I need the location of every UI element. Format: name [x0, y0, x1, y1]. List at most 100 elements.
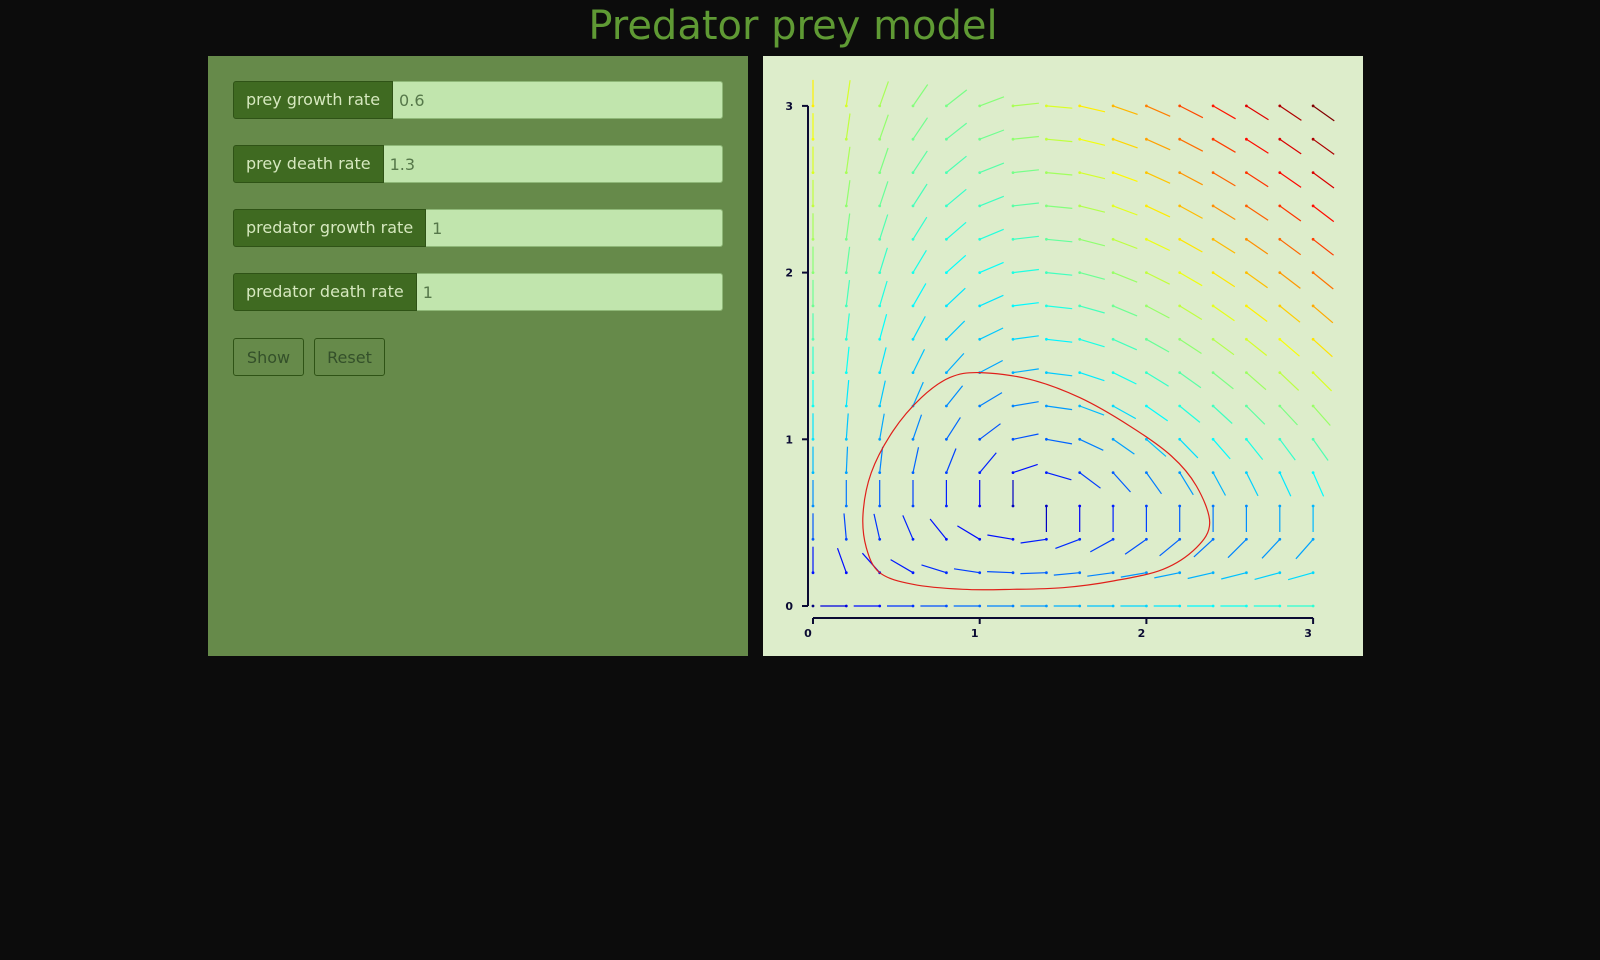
vector-arrow-head-12-11 — [1211, 237, 1215, 241]
vector-arrow-head-2-10 — [878, 271, 882, 274]
vector-arrow-head-4-3 — [945, 504, 948, 508]
vector-arrow-head-13-10 — [1245, 271, 1248, 274]
vector-arrow-head-3-1 — [911, 571, 915, 575]
vector-arrow-15-11 — [1312, 238, 1334, 256]
vector-arrow-7-10 — [1046, 272, 1073, 276]
vector-arrow-head-13-3 — [1245, 504, 1248, 508]
vector-arrow-head-2-12 — [878, 204, 882, 208]
vector-arrow-head-6-7 — [1011, 371, 1015, 374]
vector-arrow-3-2 — [902, 515, 914, 540]
vector-arrow-12-6 — [1212, 405, 1233, 424]
vector-arrow-head-10-14 — [1145, 137, 1148, 141]
vector-arrow-3-7 — [912, 349, 926, 373]
vector-arrow-head-2-15 — [878, 104, 882, 108]
vector-arrow-3-15 — [912, 84, 929, 107]
vector-arrow-head-1-12 — [844, 204, 848, 208]
vector-arrow-12-5 — [1212, 438, 1231, 460]
vector-arrow-8-14 — [1079, 138, 1106, 146]
vector-arrow-10-4 — [1145, 472, 1162, 495]
reset-button[interactable]: Reset — [314, 338, 385, 376]
vector-arrow-12-7 — [1212, 372, 1234, 390]
show-button[interactable]: Show — [233, 338, 304, 376]
vector-arrow-head-3-10 — [911, 271, 915, 274]
vector-arrow-head-7-8 — [1045, 337, 1048, 341]
vector-arrow-head-11-5 — [1178, 437, 1182, 441]
vector-arrow-12-10 — [1212, 272, 1236, 288]
vector-arrow-3-1 — [890, 559, 914, 574]
x-tick-label-0: 0 — [804, 627, 812, 640]
vector-arrow-9-2 — [1090, 538, 1114, 553]
vector-arrow-head-15-1 — [1311, 571, 1315, 575]
vector-arrow-head-1-13 — [844, 171, 848, 174]
vector-arrow-head-5-0 — [978, 604, 982, 608]
vector-arrow-head-6-3 — [1011, 504, 1015, 508]
vector-arrow-14-1 — [1254, 572, 1280, 580]
vector-arrow-15-5 — [1312, 438, 1329, 461]
vector-arrow-11-11 — [1179, 238, 1203, 253]
vector-arrow-head-9-9 — [1111, 304, 1115, 308]
vector-arrow-14-9 — [1279, 305, 1301, 323]
vector-arrow-head-14-2 — [1278, 537, 1282, 541]
vector-arrow-3-14 — [912, 117, 928, 140]
vector-arrow-10-8 — [1146, 338, 1170, 353]
vector-arrow-15-4 — [1312, 472, 1325, 497]
vector-arrow-1-1 — [836, 547, 847, 573]
vector-arrow-head-12-10 — [1211, 271, 1215, 274]
vector-field — [811, 79, 1335, 608]
vector-arrow-head-3-5 — [911, 437, 915, 441]
vector-arrow-8-2 — [1055, 538, 1080, 549]
vector-arrow-13-7 — [1246, 372, 1267, 391]
vector-arrow-head-7-14 — [1045, 137, 1048, 141]
x-axis: 0 1 2 3 — [804, 618, 1315, 640]
vector-arrow-head-6-12 — [1011, 204, 1015, 208]
vector-arrow-head-2-8 — [878, 337, 882, 341]
vector-arrow-head-4-13 — [945, 171, 948, 174]
vector-arrow-head-9-7 — [1111, 371, 1115, 374]
prey-growth-rate-input[interactable] — [393, 81, 723, 119]
vector-arrow-7-5 — [1046, 438, 1073, 445]
vector-arrow-head-1-0 — [844, 604, 848, 608]
vector-arrow-head-2-7 — [878, 371, 882, 374]
vector-arrow-head-2-3 — [878, 504, 882, 508]
vector-arrow-11-9 — [1179, 305, 1203, 321]
vector-arrow-head-5-13 — [978, 171, 982, 174]
vector-arrow-2-4 — [879, 446, 884, 473]
vector-arrow-2-6 — [879, 380, 886, 407]
vector-arrow-head-14-3 — [1278, 504, 1282, 508]
vector-arrow-head-12-3 — [1211, 504, 1215, 508]
vector-arrow-head-1-1 — [844, 571, 848, 575]
vector-arrow-head-6-1 — [1011, 571, 1015, 575]
vector-arrow-head-14-12 — [1278, 204, 1282, 208]
vector-arrow-6-1 — [987, 571, 1014, 574]
vector-arrow-head-15-13 — [1311, 171, 1315, 174]
vector-arrow-11-5 — [1179, 438, 1199, 459]
vector-arrow-head-1-15 — [844, 104, 848, 108]
vector-arrow-head-11-4 — [1178, 471, 1182, 474]
vector-arrow-6-13 — [1012, 169, 1039, 174]
vector-arrow-head-10-15 — [1145, 104, 1148, 108]
vector-arrow-head-5-1 — [978, 571, 982, 575]
vector-arrow-13-11 — [1246, 238, 1269, 255]
vector-arrow-12-11 — [1212, 238, 1236, 254]
vector-arrow-12-4 — [1212, 472, 1227, 496]
vector-arrow-7-1 — [1020, 572, 1047, 575]
vector-arrow-12-15 — [1212, 105, 1236, 120]
vector-arrow-head-14-7 — [1278, 371, 1282, 374]
vector-arrow-15-14 — [1312, 138, 1335, 155]
vector-arrow-1-10 — [845, 246, 851, 273]
prey-death-rate-input[interactable] — [383, 145, 723, 183]
vector-arrow-head-8-5 — [1078, 437, 1082, 441]
predator-growth-rate-group: predator growth rate — [233, 209, 723, 247]
vector-arrow-14-14 — [1279, 138, 1302, 155]
vector-arrow-head-14-1 — [1278, 571, 1282, 575]
vector-arrow-1-15 — [845, 80, 851, 106]
predator-growth-rate-input[interactable] — [426, 209, 723, 247]
vector-arrow-12-12 — [1212, 205, 1236, 221]
predator-death-rate-input[interactable] — [416, 273, 723, 311]
vector-arrow-4-1 — [921, 564, 947, 574]
y-tick-label-2: 2 — [785, 267, 793, 280]
vector-arrow-5-13 — [979, 162, 1005, 174]
vector-arrow-11-15 — [1179, 105, 1204, 119]
vector-arrow-head-5-14 — [978, 137, 982, 141]
vector-arrow-head-0-12 — [811, 204, 815, 208]
